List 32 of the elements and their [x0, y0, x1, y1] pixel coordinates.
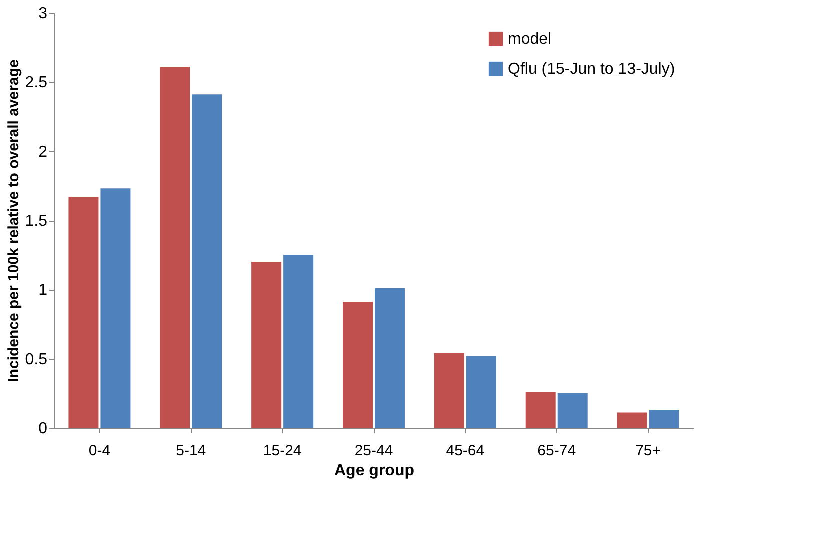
bar	[375, 288, 405, 428]
y-tick-label: 1	[38, 282, 48, 300]
y-axis-title: Incidence per 100k relative to overall average	[5, 60, 22, 382]
y-tick-label: 2	[38, 144, 48, 161]
bar	[526, 392, 556, 428]
bar	[558, 393, 588, 428]
bar	[434, 353, 464, 428]
y-tick-label: 0.5	[25, 351, 48, 368]
x-tick-label: 0-4	[88, 442, 111, 460]
x-tick-label: 45-64	[446, 442, 485, 460]
x-tick-label: 5-14	[176, 442, 206, 460]
y-tick-label: 0	[38, 420, 48, 438]
legend-label: Qflu (15-Jun to 13-July)	[508, 61, 676, 78]
y-tick-label: 2.5	[25, 74, 48, 92]
x-tick-label: 25-44	[354, 442, 394, 460]
bar	[466, 356, 496, 428]
bar	[284, 255, 314, 428]
y-tick-label: 3	[38, 6, 48, 22]
x-axis-title: Age group	[334, 462, 415, 480]
legend-label: model	[508, 31, 552, 48]
bar	[252, 262, 282, 428]
bar	[68, 196, 99, 428]
bar	[160, 66, 190, 428]
x-tick-label: 65-74	[538, 442, 576, 460]
y-tick-label: 1.5	[25, 213, 48, 230]
x-tick-label: 15-24	[263, 442, 302, 460]
bar	[617, 412, 648, 428]
bar	[343, 302, 373, 428]
bar	[649, 410, 680, 428]
bar	[192, 94, 222, 428]
x-tick-label: 75+	[636, 442, 662, 460]
bar	[100, 188, 131, 428]
